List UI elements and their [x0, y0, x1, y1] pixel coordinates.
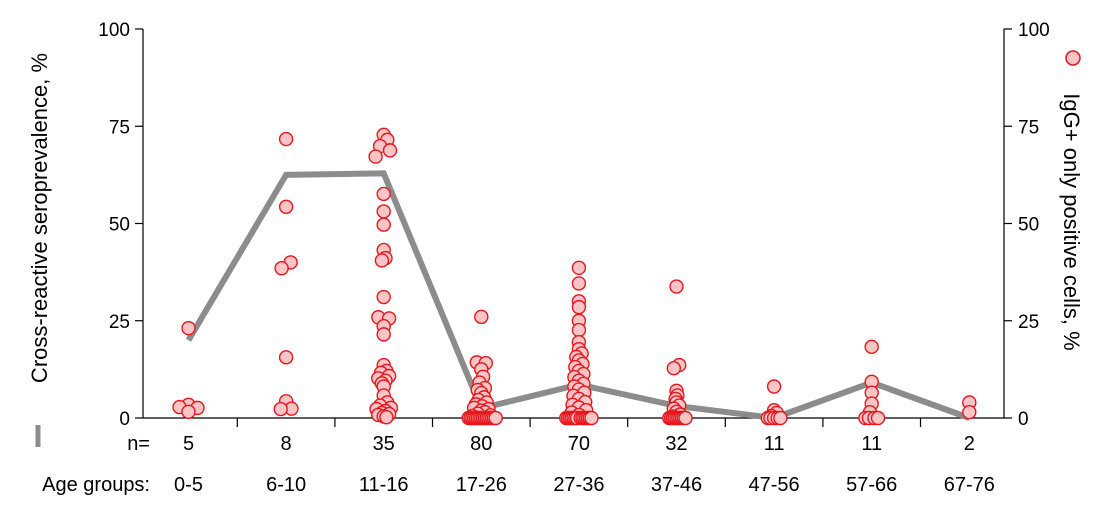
right-axis-title: IgG+ only positive cells, %	[1059, 93, 1084, 350]
igg-data-point	[376, 217, 391, 232]
igg-data-point	[474, 309, 489, 325]
igg-data-point	[864, 339, 879, 355]
igg-data-point	[766, 379, 782, 394]
igg-data-point	[274, 261, 289, 276]
age-group-label: 0-5	[174, 474, 203, 496]
igg-data-point	[181, 404, 196, 419]
igg-data-point	[278, 131, 294, 147]
igg-data-point	[678, 410, 693, 426]
igg-data-point	[773, 410, 788, 426]
igg-data-point	[571, 322, 587, 338]
age-group-label: 47-56	[749, 474, 800, 496]
n-count-label: 8	[281, 433, 292, 455]
igg-data-point	[376, 327, 391, 342]
igg-data-point	[181, 320, 196, 336]
n-row-label: n=	[127, 433, 150, 455]
igg-data-point	[488, 410, 503, 426]
age-group-label: 67-76	[944, 474, 995, 496]
n-count-label: 11	[764, 433, 785, 455]
age-group-label: 27-36	[553, 474, 604, 496]
age-group-label: 57-66	[846, 474, 897, 496]
axes: 0 0 25 25 50 50 75 75 100 100 5 0-5 8 6-10 35 11-16 80 17…	[98, 20, 1049, 496]
age-row-label: Age groups:	[42, 474, 150, 496]
left-axis-title-group: Cross-reactive seroprevalence, %	[27, 53, 52, 383]
left-y-tick-label: 75	[109, 117, 130, 138]
igg-data-point	[584, 410, 599, 426]
left-y-tick-label: 25	[109, 312, 130, 333]
left-y-tick-label: 100	[98, 20, 130, 41]
igg-data-point	[666, 361, 681, 376]
igg-data-point	[273, 401, 288, 417]
n-count-label: 80	[470, 433, 492, 455]
igg-data-point	[571, 260, 587, 276]
igg-data-point	[669, 279, 684, 294]
n-count-label: 2	[964, 433, 975, 455]
igg-data-point	[376, 289, 391, 305]
igg-data-point	[379, 410, 394, 425]
igg-data-point	[962, 404, 977, 420]
n-count-label: 32	[665, 433, 687, 455]
age-group-label: 37-46	[651, 474, 702, 496]
right-axis-title-group: IgG+ only positive cells, %	[1059, 93, 1084, 350]
right-y-tick-label: 50	[1018, 215, 1039, 236]
igg-data-point	[382, 143, 398, 158]
right-legend-point-marker	[1065, 50, 1081, 66]
right-y-tick-label: 0	[1018, 409, 1029, 430]
left-axis-title: Cross-reactive seroprevalence, %	[27, 53, 52, 383]
right-y-tick-label: 75	[1018, 117, 1039, 138]
igg-data-point	[374, 253, 390, 268]
n-count-label: 70	[568, 433, 590, 455]
left-y-tick-label: 0	[119, 409, 130, 430]
igg-data-point	[376, 204, 391, 219]
igg-data-point	[368, 149, 383, 164]
n-count-label: 35	[373, 433, 395, 455]
igg-points-layer	[172, 127, 977, 426]
igg-data-point	[870, 410, 886, 426]
igg-data-point	[278, 350, 294, 365]
n-count-label: 5	[183, 433, 194, 455]
age-group-label: 17-26	[456, 474, 507, 496]
igg-data-point	[571, 299, 587, 315]
right-y-tick-label: 25	[1018, 312, 1039, 333]
right-y-tick-label: 100	[1018, 20, 1050, 41]
age-group-label: 11-16	[359, 474, 409, 496]
left-y-tick-label: 50	[109, 215, 130, 236]
age-group-label: 6-10	[266, 474, 306, 496]
igg-data-point	[571, 276, 587, 291]
igg-data-point	[278, 199, 294, 214]
igg-data-point	[376, 186, 391, 202]
n-count-label: 11	[861, 433, 882, 455]
